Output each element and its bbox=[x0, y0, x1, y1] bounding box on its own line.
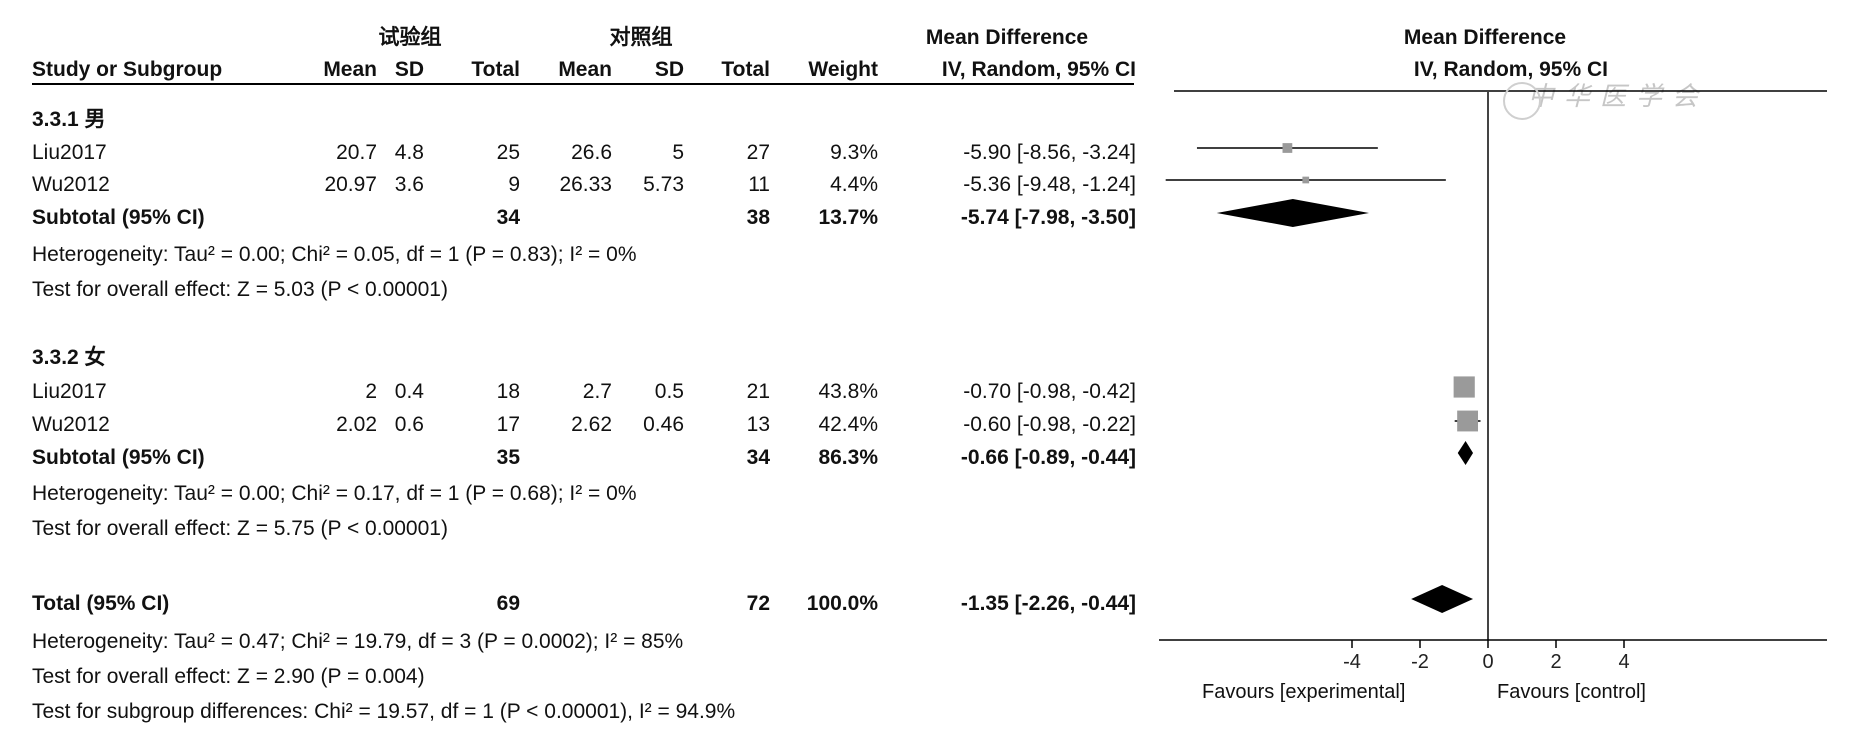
ctrl-mean: 2.62 bbox=[571, 413, 612, 436]
subgroup-title: 3.3.1 男 bbox=[32, 108, 106, 131]
exp-sd: 3.6 bbox=[394, 173, 424, 196]
watermark-seal bbox=[1503, 82, 1541, 120]
subtotal-exp-total: 35 bbox=[496, 446, 520, 469]
study-ci: -5.90 [-8.56, -3.24] bbox=[963, 141, 1136, 164]
ctrl-total: 27 bbox=[746, 141, 770, 164]
study-name: Liu2017 bbox=[32, 141, 107, 164]
study-weight: 43.8% bbox=[818, 380, 878, 403]
pooled-diamond bbox=[1457, 441, 1474, 465]
subtotal-ctrl-total: 38 bbox=[746, 206, 770, 229]
total-label: Total (95% CI) bbox=[32, 592, 170, 615]
ctrl-mean: 26.6 bbox=[571, 141, 612, 164]
header-plot-method: IV, Random, 95% CI bbox=[1413, 58, 1608, 81]
x-tick-label: -4 bbox=[1343, 651, 1361, 673]
exp-total: 18 bbox=[496, 380, 520, 403]
header-group-experimental: 试验组 bbox=[378, 26, 442, 49]
study-ci: -5.36 [-9.48, -1.24] bbox=[963, 173, 1136, 196]
x-tick-label: 0 bbox=[1482, 651, 1493, 673]
header-ci-method: IV, Random, 95% CI bbox=[941, 58, 1136, 81]
study-ci: -0.60 [-0.98, -0.22] bbox=[963, 413, 1136, 436]
favours-experimental-label: Favours [experimental] bbox=[1202, 681, 1406, 703]
ctrl-mean: 2.7 bbox=[582, 380, 612, 403]
pooled-diamond bbox=[1411, 585, 1474, 613]
header-study: Study or Subgroup bbox=[32, 58, 223, 81]
study-weight: 9.3% bbox=[830, 141, 878, 164]
header-mean-difference: Mean Difference bbox=[925, 26, 1089, 49]
total-ctrl-total: 72 bbox=[746, 592, 770, 615]
subtotal-ctrl-total: 34 bbox=[746, 446, 770, 469]
study-square bbox=[1457, 410, 1479, 432]
study-weight: 42.4% bbox=[818, 413, 878, 436]
x-tick-label: 4 bbox=[1618, 651, 1629, 673]
subtotal-ci: -0.66 [-0.89, -0.44] bbox=[960, 446, 1136, 469]
header-group-control: 对照组 bbox=[609, 26, 673, 49]
ctrl-total: 13 bbox=[746, 413, 770, 436]
subtotal-ci: -5.74 [-7.98, -3.50] bbox=[960, 206, 1136, 229]
subtotal-label: Subtotal (95% CI) bbox=[32, 206, 205, 229]
study-name: Wu2012 bbox=[32, 173, 110, 196]
watermark-text: 中华医学会 bbox=[1528, 81, 1709, 111]
exp-mean: 20.7 bbox=[336, 141, 377, 164]
exp-mean: 2.02 bbox=[336, 413, 377, 436]
study-square bbox=[1453, 376, 1475, 398]
ctrl-mean: 26.33 bbox=[559, 173, 612, 196]
header-plot-mean-difference: Mean Difference bbox=[1403, 26, 1567, 49]
subtotal-exp-total: 34 bbox=[496, 206, 520, 229]
header-ctrl-mean: Mean bbox=[558, 58, 612, 81]
heterogeneity-text: Heterogeneity: Tau² = 0.00; Chi² = 0.05,… bbox=[32, 243, 637, 266]
header-ctrl-sd: SD bbox=[654, 58, 684, 81]
ctrl-total: 11 bbox=[748, 173, 770, 196]
exp-mean: 2 bbox=[365, 380, 377, 403]
subgroup-title: 3.3.2 女 bbox=[32, 346, 106, 369]
x-tick-label: -2 bbox=[1411, 651, 1429, 673]
exp-total: 17 bbox=[496, 413, 520, 436]
total-overall-effect-text: Test for overall effect: Z = 2.90 (P = 0… bbox=[32, 665, 425, 688]
subgroup-differences-text: Test for subgroup differences: Chi² = 19… bbox=[32, 700, 736, 723]
exp-sd: 0.6 bbox=[394, 413, 424, 436]
ctrl-sd: 5.73 bbox=[643, 173, 684, 196]
favours-control-label: Favours [control] bbox=[1497, 681, 1646, 703]
subtotal-label: Subtotal (95% CI) bbox=[32, 446, 205, 469]
heterogeneity-text: Heterogeneity: Tau² = 0.00; Chi² = 0.17,… bbox=[32, 482, 637, 505]
total-weight: 100.0% bbox=[806, 592, 878, 615]
study-square bbox=[1302, 176, 1310, 184]
header-ctrl-total: Total bbox=[721, 58, 770, 81]
header-exp-sd: SD bbox=[394, 58, 424, 81]
ctrl-total: 21 bbox=[746, 380, 770, 403]
exp-total: 25 bbox=[496, 141, 520, 164]
exp-total: 9 bbox=[508, 173, 520, 196]
total-ci: -1.35 [-2.26, -0.44] bbox=[960, 592, 1136, 615]
header-exp-mean: Mean bbox=[323, 58, 377, 81]
study-name: Wu2012 bbox=[32, 413, 110, 436]
study-square bbox=[1282, 143, 1293, 153]
study-ci: -0.70 [-0.98, -0.42] bbox=[963, 380, 1136, 403]
header-exp-total: Total bbox=[471, 58, 520, 81]
subtotal-weight: 13.7% bbox=[818, 206, 878, 229]
x-tick-label: 2 bbox=[1550, 651, 1561, 673]
overall-effect-text: Test for overall effect: Z = 5.75 (P < 0… bbox=[32, 517, 448, 540]
ctrl-sd: 5 bbox=[672, 141, 684, 164]
exp-sd: 0.4 bbox=[394, 380, 424, 403]
exp-mean: 20.97 bbox=[324, 173, 377, 196]
ctrl-sd: 0.46 bbox=[643, 413, 684, 436]
overall-effect-text: Test for overall effect: Z = 5.03 (P < 0… bbox=[32, 278, 448, 301]
study-name: Liu2017 bbox=[32, 380, 107, 403]
total-heterogeneity-text: Heterogeneity: Tau² = 0.47; Chi² = 19.79… bbox=[32, 630, 684, 653]
study-weight: 4.4% bbox=[830, 173, 878, 196]
header-weight: Weight bbox=[808, 58, 878, 81]
total-exp-total: 69 bbox=[496, 592, 520, 615]
pooled-diamond bbox=[1216, 199, 1369, 227]
subtotal-weight: 86.3% bbox=[818, 446, 878, 469]
ctrl-sd: 0.5 bbox=[654, 380, 684, 403]
exp-sd: 4.8 bbox=[394, 141, 424, 164]
